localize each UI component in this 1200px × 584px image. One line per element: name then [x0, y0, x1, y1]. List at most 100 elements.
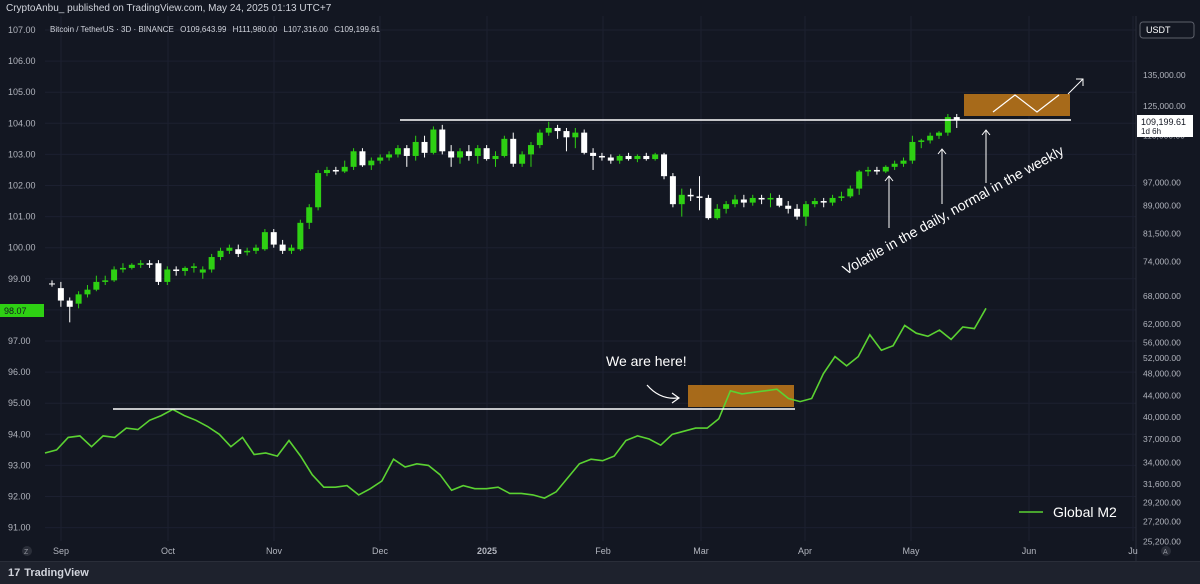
candle-body [49, 283, 55, 285]
candle-body [678, 194, 685, 205]
up-arrow-1 [884, 175, 894, 228]
candle-body [758, 197, 765, 200]
candle-body [66, 300, 73, 307]
right-tick-label: 97,000.00 [1143, 177, 1181, 187]
tradingview-brand: TradingView [24, 567, 89, 579]
candle-body [714, 208, 721, 219]
candle-body [315, 173, 322, 208]
candle-body [297, 222, 304, 250]
candle-body [661, 154, 668, 177]
left-tick-label: 106.00 [8, 56, 36, 66]
volatile-annotation: Volatile in the daily, normal in the wee… [840, 142, 1067, 277]
projection-arrow-line [1067, 78, 1084, 95]
candle-body [918, 140, 925, 142]
chart-svg[interactable]: 107.00 106.00 105.00 104.00 103.00 102.00 101.… [0, 16, 1200, 561]
candle-body [856, 171, 863, 189]
candle-body [199, 269, 206, 273]
right-axis-corner: A [1163, 549, 1168, 556]
tradingview-logo[interactable]: 17 TradingView [8, 567, 89, 579]
currency-button-label: USDT [1146, 25, 1171, 35]
btc-candles [49, 113, 960, 323]
candle-body [323, 169, 330, 174]
right-price-axis[interactable]: 135,000.00125,000.00113,000.0097,000.008… [1143, 70, 1186, 546]
candle-body [182, 267, 189, 272]
candle-body [253, 247, 260, 251]
right-tick-label: 81,500.00 [1143, 229, 1181, 239]
btc-target-box [964, 94, 1070, 116]
left-axis-settings-icon[interactable] [22, 546, 32, 556]
candle-body [581, 132, 588, 153]
candle-body [155, 263, 162, 282]
candle-body [386, 154, 393, 158]
candle-body [261, 232, 268, 250]
right-tick-label: 125,000.00 [1143, 101, 1186, 111]
candle-body [465, 151, 472, 156]
candle-body [900, 160, 907, 164]
right-tick-label: 40,000.00 [1143, 412, 1181, 422]
currency-button[interactable] [1139, 21, 1195, 39]
we-are-here-label: We are here! [606, 353, 687, 369]
left-tick-label: 97.00 [8, 336, 31, 346]
candle-body [119, 267, 126, 270]
candle-body [838, 196, 845, 198]
left-tick-label: 94.00 [8, 429, 31, 439]
right-tick-label: 48,000.00 [1143, 369, 1181, 379]
x-tick-label: Sep [53, 546, 69, 556]
countdown-value: 1d 6h [1141, 127, 1161, 136]
right-tick-label: 31,600.00 [1143, 479, 1181, 489]
candle-body [57, 288, 64, 301]
right-tick-label: 34,000.00 [1143, 457, 1181, 467]
right-tick-label: 37,000.00 [1143, 434, 1181, 444]
right-tick-label: 27,200.00 [1143, 516, 1181, 526]
chart-area[interactable]: 107.00 106.00 105.00 104.00 103.00 102.00 101.… [0, 16, 1200, 561]
candle-body [705, 197, 712, 219]
candle-body [421, 141, 428, 153]
candle-body [927, 135, 934, 141]
candle-body [829, 197, 836, 203]
candle-body [723, 204, 730, 209]
right-tick-label: 74,000.00 [1143, 257, 1181, 267]
left-price-axis[interactable]: 107.00 106.00 105.00 104.00 103.00 102.00 101.… [8, 25, 36, 533]
candle-body [794, 208, 801, 217]
candle-body [492, 155, 499, 160]
candle-body [217, 250, 224, 258]
symbol-legend: Bitcoin / TetherUS · 3D · BINANCE O109,6… [50, 25, 381, 34]
last-price-label [1137, 115, 1193, 137]
candle-body [394, 148, 401, 155]
global-m2-line [44, 307, 987, 499]
left-tick-label: 100.00 [8, 243, 36, 253]
candle-body [536, 132, 543, 146]
candle-body [953, 117, 960, 121]
candle-body [785, 205, 792, 209]
candle-body [226, 247, 233, 251]
candle-body [457, 151, 464, 158]
left-tick-label: 105.00 [8, 87, 36, 97]
candle-body [501, 138, 508, 156]
x-tick-label: Feb [595, 546, 611, 556]
candle-body [173, 269, 180, 272]
right-tick-label: 56,000.00 [1143, 338, 1181, 348]
right-tick-label: 52,000.00 [1143, 353, 1181, 363]
candle-body [519, 154, 526, 164]
right-tick-label: 135,000.00 [1143, 70, 1186, 80]
candle-body [111, 269, 118, 281]
candle-body [483, 148, 490, 160]
x-tick-label: Ju [1128, 546, 1138, 556]
candle-body [128, 264, 135, 268]
candle-body [545, 127, 552, 133]
time-axis[interactable]: Sep Oct Nov Dec 2025 Feb Mar Apr May Jun Ju [53, 546, 1138, 556]
candle-body [687, 194, 694, 197]
candle-body [430, 129, 437, 153]
right-tick-label: 29,200.00 [1143, 498, 1181, 508]
x-tick-label: Oct [161, 546, 176, 556]
publish-header: CryptoAnbu_ published on TradingView.com… [0, 0, 1200, 16]
candle-body [616, 155, 623, 161]
footer-bar: 17 TradingView [0, 561, 1200, 584]
candle-body [740, 199, 747, 203]
x-tick-label: Apr [798, 546, 812, 556]
candle-body [731, 199, 738, 205]
x-tick-label: 2025 [477, 546, 497, 556]
candle-body [554, 127, 561, 132]
right-axis-settings-icon[interactable] [1161, 546, 1171, 556]
last-price-value: 109,199.61 [1141, 117, 1186, 127]
